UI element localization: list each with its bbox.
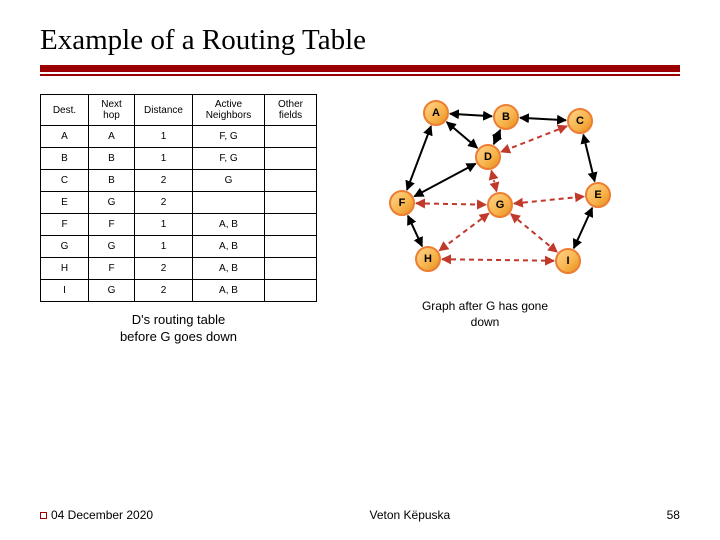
graph-node-g: G: [487, 192, 513, 218]
table-cell: G: [193, 170, 265, 192]
table-cell: G: [89, 236, 135, 258]
table-caption: D's routing table before G goes down: [40, 312, 317, 346]
table-row: AA1F, G: [41, 126, 317, 148]
table-cell: A, B: [193, 236, 265, 258]
graph-edge: [442, 259, 554, 261]
table-cell: 2: [135, 170, 193, 192]
graph-section: A B C D E F G H I Graph after G has gone down: [345, 94, 625, 354]
table-row: EG2: [41, 192, 317, 214]
graph-node-h: H: [415, 246, 441, 272]
table-row: IG2A, B: [41, 280, 317, 302]
graph-node-i: I: [555, 248, 581, 274]
graph-edge: [447, 122, 478, 148]
table-cell: 2: [135, 280, 193, 302]
table-cell: [265, 236, 317, 258]
table-cell: [265, 148, 317, 170]
table-row: HF2A, B: [41, 258, 317, 280]
table-row: FF1A, B: [41, 214, 317, 236]
table-row: CB2G: [41, 170, 317, 192]
table-cell: E: [41, 192, 89, 214]
table-row: GG1A, B: [41, 236, 317, 258]
graph-edge: [439, 213, 489, 250]
table-cell: G: [89, 280, 135, 302]
table-cell: [265, 258, 317, 280]
table-cell: F: [41, 214, 89, 236]
table-header: Other fields: [265, 95, 317, 126]
graph-edge: [574, 208, 592, 249]
table-cell: A: [89, 126, 135, 148]
table-cell: 2: [135, 192, 193, 214]
graph-node-e: E: [585, 182, 611, 208]
table-cell: I: [41, 280, 89, 302]
table-cell: A, B: [193, 214, 265, 236]
graph-edge: [514, 196, 584, 203]
table-cell: A, B: [193, 280, 265, 302]
graph-edge: [450, 114, 492, 116]
table-cell: 2: [135, 258, 193, 280]
graph-edge: [414, 164, 475, 197]
graph-edge: [416, 203, 486, 204]
table-header: Distance: [135, 95, 193, 126]
graph-edge: [491, 171, 496, 192]
table-cell: [265, 280, 317, 302]
table-cell: F, G: [193, 126, 265, 148]
table-cell: G: [41, 236, 89, 258]
slide-footer: 04 December 2020 Veton Këpuska 58: [40, 508, 680, 522]
footer-bullet-icon: [40, 512, 47, 519]
table-cell: [265, 192, 317, 214]
graph-edge: [501, 126, 567, 152]
footer-date: 04 December 2020: [40, 508, 153, 522]
table-cell: G: [89, 192, 135, 214]
table-cell: 1: [135, 148, 193, 170]
table-cell: H: [41, 258, 89, 280]
title-rule: [40, 65, 680, 76]
table-header: Next hop: [89, 95, 135, 126]
graph-edge: [494, 130, 501, 144]
slide-title: Example of a Routing Table: [40, 24, 680, 57]
routing-table-section: Dest.Next hopDistanceActive NeighborsOth…: [40, 94, 317, 346]
table-cell: [265, 170, 317, 192]
table-cell: B: [41, 148, 89, 170]
table-cell: F: [89, 214, 135, 236]
graph-node-f: F: [389, 190, 415, 216]
table-cell: B: [89, 170, 135, 192]
graph-node-a: A: [423, 100, 449, 126]
graph-edge: [407, 126, 431, 190]
graph-edge: [520, 118, 566, 120]
table-row: BB1F, G: [41, 148, 317, 170]
table-cell: A, B: [193, 258, 265, 280]
table-cell: 1: [135, 126, 193, 148]
table-cell: [265, 214, 317, 236]
table-header: Dest.: [41, 95, 89, 126]
footer-page: 58: [667, 508, 680, 522]
table-cell: C: [41, 170, 89, 192]
table-cell: A: [41, 126, 89, 148]
graph-edge: [408, 216, 422, 247]
table-cell: [265, 126, 317, 148]
table-cell: 1: [135, 214, 193, 236]
footer-author: Veton Këpuska: [369, 508, 450, 522]
graph-edge: [511, 214, 557, 252]
graph-node-c: C: [567, 108, 593, 134]
graph-node-b: B: [493, 104, 519, 130]
table-cell: [193, 192, 265, 214]
graph-caption: Graph after G has gone down: [345, 299, 625, 330]
routing-table: Dest.Next hopDistanceActive NeighborsOth…: [40, 94, 317, 302]
table-cell: F, G: [193, 148, 265, 170]
table-header: Active Neighbors: [193, 95, 265, 126]
table-cell: B: [89, 148, 135, 170]
table-cell: 1: [135, 236, 193, 258]
table-cell: F: [89, 258, 135, 280]
graph-node-d: D: [475, 144, 501, 170]
graph-edge: [583, 135, 594, 182]
